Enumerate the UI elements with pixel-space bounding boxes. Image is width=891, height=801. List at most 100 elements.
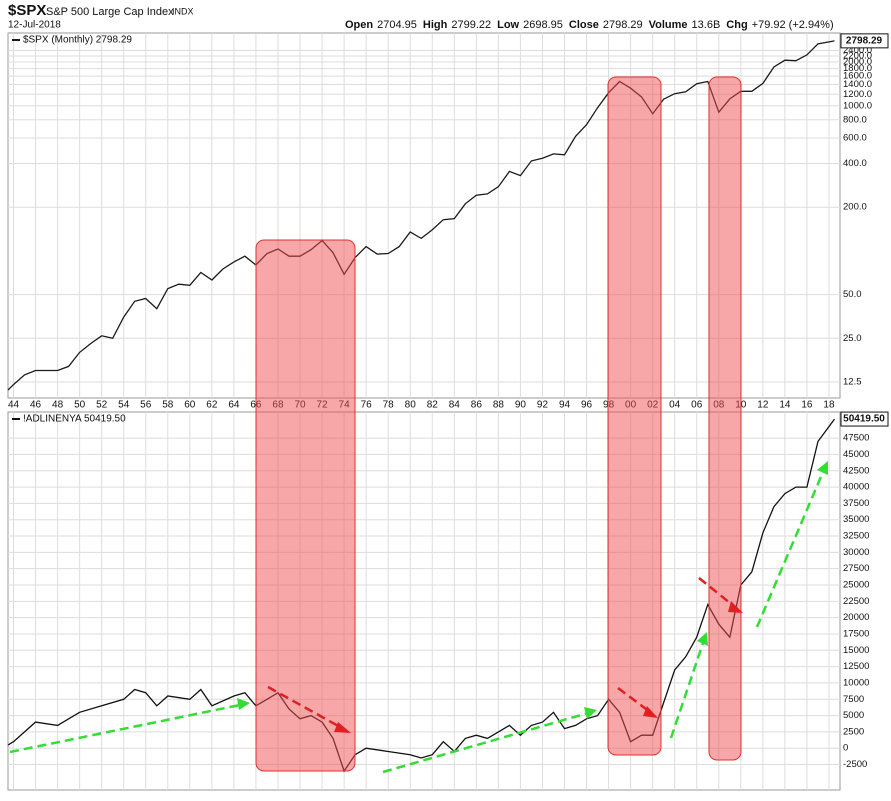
y-tick-label: 2500 [843, 726, 864, 737]
index-name: S&P 500 Large Cap Index [46, 6, 174, 18]
quote-label: Open [345, 19, 373, 31]
y-tick-label: 2400.0 [843, 45, 872, 56]
last-value-box [840, 33, 889, 49]
y-tick-label: 1400.0 [843, 79, 872, 90]
y-tick-label: 1000.0 [843, 100, 872, 111]
arrow-head [697, 632, 708, 646]
quote-value: 2799.22 [451, 19, 491, 31]
y-tick-label: 400.0 [843, 158, 867, 169]
x-tick-label: 80 [405, 400, 417, 411]
price-line [7, 40, 835, 391]
x-tick-label: 50 [74, 400, 86, 411]
y-tick-label: 20000 [843, 612, 869, 623]
y-tick-label: 35000 [843, 514, 869, 525]
symbol: $SPX [8, 2, 46, 19]
y-tick-label: 12500 [843, 661, 869, 672]
x-tick-label: 60 [184, 400, 196, 411]
arrow-heads [237, 461, 828, 719]
date: 12-Jul-2018 [8, 20, 61, 31]
x-tick-label: 76 [361, 400, 373, 411]
y-tick-label: 12.5 [843, 377, 862, 388]
legend-label: $SPX (Monthly) 2798.29 [23, 35, 132, 46]
x-tick-label: 82 [427, 400, 439, 411]
quote-label: Volume [649, 19, 688, 31]
quote-label: Low [497, 19, 519, 31]
y-tick-label: 17500 [843, 628, 869, 639]
x-tick-label: 56 [140, 400, 152, 411]
red-arrow [617, 687, 651, 713]
y-tick-label: 1200.0 [843, 89, 872, 100]
x-tick-label: 84 [449, 400, 461, 411]
y-tick-label: 32500 [843, 531, 869, 542]
red-arrow [698, 577, 736, 608]
green-arrow [669, 642, 705, 739]
arrow-head [584, 707, 597, 719]
quote-value: 2698.95 [523, 19, 563, 31]
y-tick-label: 25000 [843, 580, 869, 591]
y-tick-label: 50.0 [843, 289, 862, 300]
quote-value: 2704.95 [377, 19, 417, 31]
x-tick-label: 62 [206, 400, 218, 411]
exchange: INDX [172, 6, 194, 16]
highlight-box [708, 76, 742, 761]
y-tick-label: 22500 [843, 596, 869, 607]
y-tick-label: 1800.0 [843, 63, 872, 74]
quote-label: High [423, 19, 448, 31]
y-tick-label: 40000 [843, 482, 869, 493]
arrow-head [237, 698, 250, 710]
x-tick-label: 44 [8, 400, 20, 411]
last-value-box [840, 411, 889, 427]
y-tick-label: 600.0 [843, 132, 867, 143]
y-tick-label: 27500 [843, 563, 869, 574]
arrow-head [643, 706, 658, 718]
quote-label: Close [569, 19, 599, 31]
highlight-box [255, 239, 356, 772]
quote-value: +79.92 (+2.94%) [752, 19, 834, 31]
y-tick-label: 2200.0 [843, 51, 872, 62]
x-tick-label: 54 [118, 400, 130, 411]
x-tick-label: 58 [162, 400, 174, 411]
x-tick-label: 46 [30, 400, 42, 411]
x-tick-label: 94 [559, 400, 571, 411]
x-tick-label: 48 [52, 400, 64, 411]
legend-label: !ADLINENYA 50419.50 [23, 414, 126, 425]
y-tick-label: 15000 [843, 645, 869, 656]
y-tick-label: 25.0 [843, 333, 862, 344]
arrow-head [817, 461, 828, 475]
x-tick-label: 52 [96, 400, 108, 411]
arrow-heads [334, 601, 743, 733]
y-tick-label: -2500 [843, 759, 867, 770]
x-tick-label: 04 [669, 400, 681, 411]
quote-value: 13.6B [692, 19, 721, 31]
green-arrow [382, 711, 589, 774]
quote: Open 2704.95 High 2799.22 Low 2698.95 Close 279… [345, 19, 834, 31]
x-tick-label: 86 [471, 400, 483, 411]
y-tick-label: 42500 [843, 465, 869, 476]
x-tick-label: 64 [228, 400, 240, 411]
y-tick-label: 47500 [843, 433, 869, 444]
y-tick-label: 0 [843, 743, 848, 754]
y-tick-label: 37500 [843, 498, 869, 509]
x-tick-label: 14 [779, 400, 791, 411]
y-tick-label: 800.0 [843, 114, 867, 125]
green-arrow [755, 471, 825, 628]
y-tick-label: 2000.0 [843, 57, 872, 68]
price-line [7, 418, 836, 773]
x-tick-label: 96 [581, 400, 593, 411]
y-tick-label: 1600.0 [843, 71, 872, 82]
y-tick-label: 5000 [843, 710, 864, 721]
quote-value: 2798.29 [603, 19, 643, 31]
highlight-box [607, 76, 662, 756]
x-tick-label: 06 [691, 400, 703, 411]
trend-arrows [9, 471, 825, 774]
quote-label: Chg [726, 19, 747, 31]
arrow-head [728, 601, 743, 613]
y-tick-label: 7500 [843, 694, 864, 705]
y-tick-label: 30000 [843, 547, 869, 558]
x-tick-label: 12 [757, 400, 769, 411]
x-tick-label: 90 [515, 400, 527, 411]
y-tick-label: 45000 [843, 449, 869, 460]
arrow-head [334, 722, 351, 733]
last-value-label: 2798.29 [846, 36, 883, 47]
